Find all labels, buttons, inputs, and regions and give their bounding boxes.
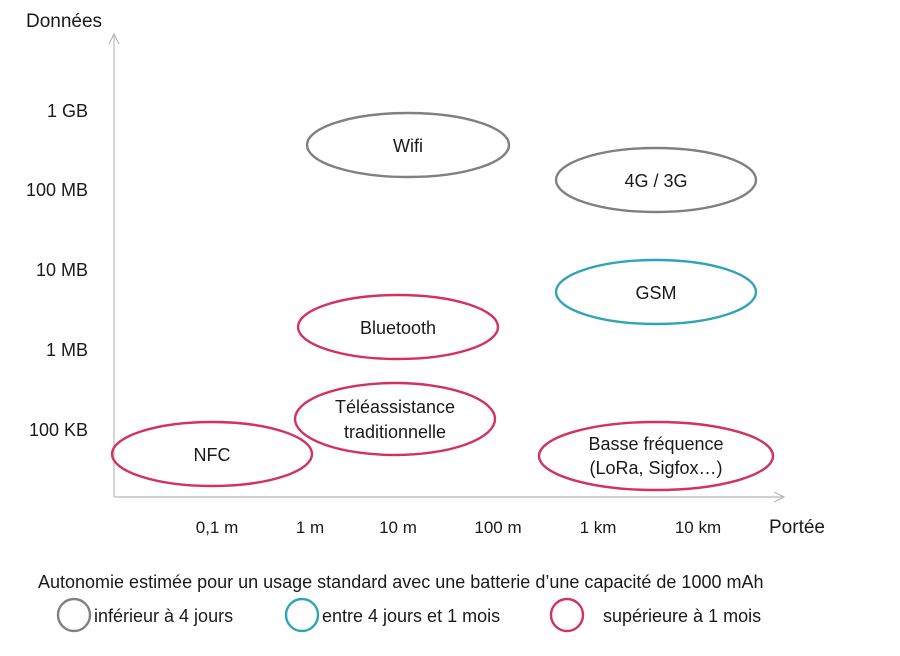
legend-label: supérieure à 1 mois xyxy=(603,606,761,626)
y-tick-label: 1 MB xyxy=(46,340,88,360)
legend-swatch xyxy=(549,597,585,633)
technology-ellipse xyxy=(305,111,511,179)
legend-label: inférieur à 4 jours xyxy=(94,606,233,626)
y-tick-label: 1 GB xyxy=(47,101,88,121)
technology-ellipse xyxy=(110,420,314,488)
technology-ellipse xyxy=(537,420,775,492)
technology-ellipse xyxy=(293,381,497,457)
technology-label: Basse fréquence xyxy=(588,434,723,454)
legend-item-mid: entre 4 jours et 1 mois xyxy=(284,597,500,633)
x-tick-label: 1 m xyxy=(296,518,324,537)
legend-swatch xyxy=(56,597,92,633)
technology-ellipse xyxy=(554,258,758,326)
technology-label: traditionnelle xyxy=(344,422,446,442)
legend-label: entre 4 jours et 1 mois xyxy=(322,606,500,626)
y-tick-label: 100 MB xyxy=(26,180,88,200)
y-tick-label: 10 MB xyxy=(36,260,88,280)
technology-ellipse xyxy=(554,146,758,214)
y-tick-label: 100 KB xyxy=(29,420,88,440)
technology-bluetooth: Bluetooth xyxy=(296,293,500,361)
legend-item-high: supérieure à 1 mois xyxy=(549,597,761,633)
technology-teleassistance: Téléassistance traditionnelle xyxy=(293,381,497,457)
legend-item-low: inférieur à 4 jours xyxy=(56,597,233,633)
legend-caption: Autonomie estimée pour un usage standard… xyxy=(38,572,763,592)
technology-label: 4G / 3G xyxy=(624,171,687,191)
x-axis-title: Portée xyxy=(769,517,825,538)
technology-wifi: Wifi xyxy=(305,111,511,179)
legend: Autonomie estimée pour un usage standard… xyxy=(38,572,763,633)
technology-label: GSM xyxy=(635,283,676,303)
technology-ellipse xyxy=(296,293,500,361)
technology-4g-3g: 4G / 3G xyxy=(554,146,758,214)
y-axis-ticks: 1 GB 100 MB 10 MB 1 MB 100 KB xyxy=(26,101,88,440)
x-tick-label: 10 km xyxy=(675,518,721,537)
technology-nfc: NFC xyxy=(110,420,314,488)
technology-gsm: GSM xyxy=(554,258,758,326)
technology-basse-frequence: Basse fréquence (LoRa, Sigfox…) xyxy=(537,420,775,492)
x-axis-ticks: 0,1 m 1 m 10 m 100 m 1 km 10 km xyxy=(196,518,721,537)
x-tick-label: 1 km xyxy=(580,518,617,537)
legend-swatch xyxy=(284,597,320,633)
technology-label: Wifi xyxy=(393,136,423,156)
technology-label: (LoRa, Sigfox…) xyxy=(589,458,722,478)
x-tick-label: 100 m xyxy=(474,518,521,537)
technology-label: Bluetooth xyxy=(360,318,436,338)
y-axis-title: Données xyxy=(26,11,102,32)
x-tick-label: 10 m xyxy=(379,518,417,537)
x-tick-label: 0,1 m xyxy=(196,518,239,537)
technology-label: NFC xyxy=(194,445,231,465)
technology-label: Téléassistance xyxy=(335,397,455,417)
